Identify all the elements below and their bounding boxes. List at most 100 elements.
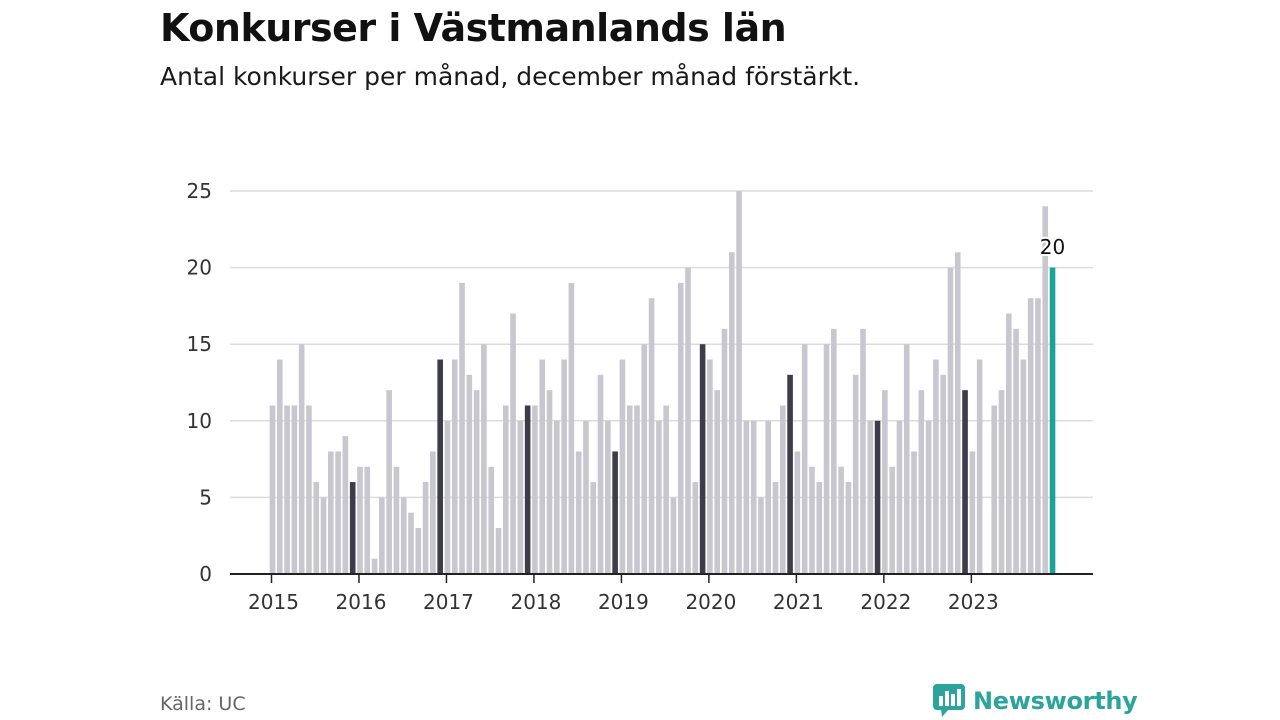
bar [342,436,349,574]
bar [925,420,932,574]
bar [991,405,998,574]
x-tick-label: 2018 [510,590,561,614]
bar-december [874,420,881,574]
bar [590,482,597,574]
bar [838,466,844,574]
bar [393,466,400,574]
bar [750,420,757,574]
bar [969,451,976,574]
y-tick-label: 0 [199,562,212,586]
bar [626,405,633,574]
bar-december [787,374,793,574]
bar [648,298,655,574]
x-tick-label: 2016 [336,590,387,614]
bar [743,420,750,574]
bar [882,390,888,574]
bar-december [349,482,356,574]
bar-december [612,451,618,574]
x-tick-label: 2019 [598,590,649,614]
bar [408,512,414,574]
bar [1013,328,1019,574]
annotations: 20 [1038,233,1067,261]
y-tick-label: 5 [199,485,212,509]
brand-name: Newsworthy [973,687,1138,715]
bar [379,497,385,574]
bar [758,497,764,574]
bar [583,420,589,574]
bar [976,359,983,574]
x-axis-ticks: 2015 2016 2017 2018 2019 2020 2021 2022 2023 [248,574,999,614]
bar [422,482,429,574]
bar [415,528,422,574]
bar [677,282,684,574]
y-tick-label: 25 [187,179,212,203]
bar [889,466,895,574]
bar [430,451,436,574]
bar [459,282,465,574]
bar [721,328,728,574]
x-tick-label: 2022 [860,590,911,614]
bar [444,420,451,574]
bar [816,482,823,574]
y-axis-ticks: 0 5 10 15 20 25 [187,179,212,586]
bar [466,374,473,574]
x-tick-label: 2017 [423,590,474,614]
bar-december [524,405,531,574]
bars [269,191,1056,574]
bar [896,420,903,574]
bar [641,344,648,574]
chart-title: Konkurser i Västmanlands län [160,6,787,50]
bar [364,466,371,574]
bar [1027,298,1034,574]
bar [539,359,546,574]
bar [546,390,553,574]
bar [276,359,283,574]
bar [954,252,961,574]
bar [619,359,626,574]
y-tick-label: 10 [187,409,212,433]
bar [780,405,786,574]
bar [940,374,946,574]
bar [860,328,866,574]
y-tick-label: 15 [187,332,212,356]
bar [947,267,954,574]
bar [284,405,290,574]
chart-subtitle: Antal konkurser per månad, december måna… [160,62,861,91]
bar [298,344,305,574]
bar [736,191,742,574]
bar [670,497,677,574]
bar [605,420,611,574]
bar [867,420,874,574]
bar [714,390,720,574]
bar [1005,313,1012,574]
bar [561,359,567,574]
bar-december [962,390,968,574]
bar [1035,298,1041,574]
bar [386,390,392,574]
bar [568,282,575,574]
bar-december [437,359,443,574]
bar [269,405,276,574]
latest-value-label: 20 [1040,235,1065,259]
bar [685,267,691,574]
bar [495,528,502,574]
bar [502,405,509,574]
bar-december [699,344,706,574]
bar [903,344,910,574]
bar [634,405,640,574]
bar [510,313,516,574]
newsworthy-logo-icon [933,684,965,717]
bar [852,374,859,574]
bar [831,328,837,574]
x-tick-label: 2023 [948,590,999,614]
bar [707,359,713,574]
bar [575,451,582,574]
bar [313,482,320,574]
bar [481,344,487,574]
x-tick-label: 2020 [685,590,736,614]
bar [794,451,801,574]
bar [998,390,1005,574]
bar [306,405,312,574]
bar [656,420,662,574]
